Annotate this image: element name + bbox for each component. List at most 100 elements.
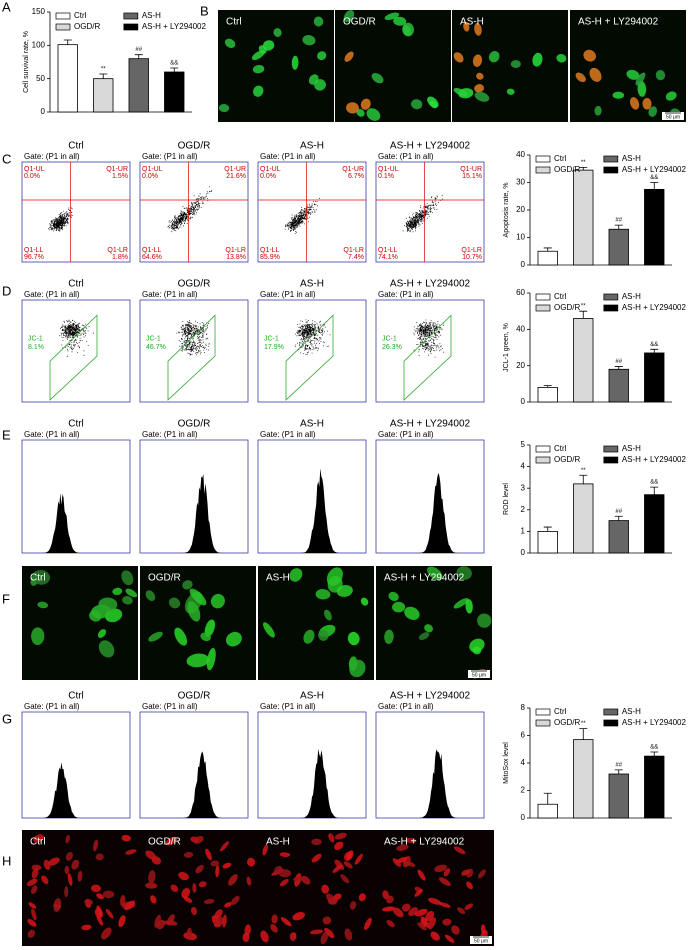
legend-swatch	[535, 304, 551, 312]
quadrant-percent: 0.1%	[378, 173, 394, 180]
cell	[278, 869, 292, 878]
image-label: OGD/R	[148, 837, 181, 848]
legend-swatch	[123, 12, 139, 20]
error-bar	[579, 728, 588, 740]
legend-label: AS-H + LY294002	[142, 22, 207, 31]
error-bar	[614, 224, 623, 230]
cell	[346, 102, 359, 114]
cell	[94, 908, 103, 919]
cell	[583, 49, 596, 62]
cell	[27, 919, 37, 927]
flow-title: Ctrl	[68, 691, 84, 702]
cell	[301, 875, 311, 885]
micrograph	[452, 10, 568, 122]
cell	[228, 874, 238, 886]
flow-title: OGD/R	[178, 141, 211, 152]
cell	[226, 631, 242, 647]
quadrant-percent: 74.1%	[378, 254, 398, 261]
scatter-dots	[167, 186, 213, 233]
quadrant-name: Q1-LL	[378, 247, 398, 254]
legend-swatch	[603, 155, 619, 163]
cell	[317, 51, 327, 61]
cell	[414, 908, 428, 917]
flow-title: OGD/R	[178, 419, 211, 430]
flow-title: AS-H	[300, 691, 324, 702]
cell	[324, 609, 332, 621]
y-tick-label: 8	[521, 703, 526, 712]
cell	[575, 72, 586, 83]
y-tick-label: 50	[36, 74, 45, 83]
significance-mark: **	[581, 304, 586, 310]
y-tick-label: 20	[516, 361, 525, 370]
cell	[280, 917, 292, 927]
cell	[102, 890, 115, 899]
cell	[476, 72, 484, 80]
cell	[334, 841, 344, 851]
cell	[33, 834, 45, 843]
bar	[164, 71, 185, 113]
cell	[427, 96, 439, 108]
flow-title: OGD/R	[178, 691, 211, 702]
flow-frame	[139, 299, 249, 403]
cell	[203, 899, 215, 905]
flow-frame	[375, 161, 485, 263]
cell	[260, 930, 269, 943]
cell	[53, 898, 62, 912]
cell	[594, 105, 602, 116]
cell	[32, 569, 51, 585]
cell	[112, 587, 123, 596]
significance-mark: ##	[615, 359, 622, 365]
cell	[334, 832, 347, 840]
flow-frame	[375, 299, 485, 403]
cell	[210, 593, 225, 609]
cell	[461, 869, 470, 876]
image-label: AS-H	[266, 837, 290, 848]
significance-mark: ##	[615, 218, 622, 224]
gate-percent: 17.9%	[264, 344, 284, 351]
y-axis-label: JCL-1 green, %	[503, 323, 510, 372]
scale-box	[470, 936, 492, 944]
cell	[224, 902, 232, 908]
flow-title: OGD/R	[178, 279, 211, 290]
bar	[644, 188, 665, 266]
scatter-dots	[59, 319, 94, 357]
gate-label: Gate: (P1 in all)	[142, 702, 198, 711]
error-bar	[134, 54, 143, 59]
error-bar	[650, 486, 659, 495]
scatter-dots	[402, 195, 443, 233]
y-axis-label: MitoSox level	[503, 742, 510, 784]
significance-mark: ##	[615, 762, 622, 768]
cell	[404, 861, 416, 867]
cell	[384, 629, 394, 644]
quadrant-name: Q1-UL	[24, 166, 45, 173]
quadrant-percent: 1.5%	[112, 173, 128, 180]
significance-mark: &&	[650, 745, 658, 751]
gate-label: Gate: (P1 in all)	[260, 290, 316, 299]
bar	[573, 483, 594, 554]
cell	[349, 901, 357, 910]
cell	[148, 870, 156, 884]
micrograph	[376, 566, 492, 680]
gate-label: Gate: (P1 in all)	[142, 152, 198, 161]
cell	[443, 868, 451, 877]
cell	[273, 866, 283, 874]
cell	[89, 610, 102, 622]
legend-label: Ctrl	[554, 707, 567, 716]
cell	[262, 40, 275, 51]
histogram	[260, 748, 364, 818]
cell	[346, 850, 354, 861]
quadrant-name: Q1-LL	[142, 247, 162, 254]
cell	[612, 91, 625, 99]
cell	[193, 835, 204, 844]
scale-box	[662, 112, 684, 120]
cell	[438, 877, 451, 887]
legend-label: Ctrl	[554, 444, 567, 453]
legend-swatch	[603, 166, 619, 174]
scale-box	[468, 670, 490, 678]
panel-letter: H	[2, 853, 11, 868]
cell	[167, 914, 175, 925]
quadrant-name: Q1-UR	[460, 166, 482, 173]
gate-label: Gate: (P1 in all)	[142, 290, 198, 299]
bar	[644, 755, 665, 819]
cell	[313, 16, 324, 27]
